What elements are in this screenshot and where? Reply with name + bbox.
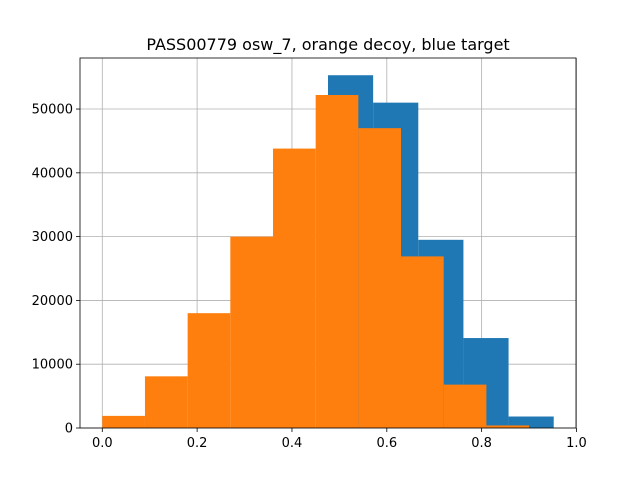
y-tick-label: 30000 xyxy=(32,230,73,245)
histogram-bar-series-2 xyxy=(315,95,359,428)
x-tick-label: 0.2 xyxy=(187,436,208,451)
histogram-bar-series-2 xyxy=(144,376,188,428)
x-tick-label: 0.4 xyxy=(282,436,303,451)
histogram-bar-series-2 xyxy=(230,236,273,428)
x-tick-label: 0.0 xyxy=(92,436,113,451)
x-axis-ticks: 0.0 0.2 0.4 0.6 0.8 1.0 xyxy=(92,428,587,451)
y-axis-ticks: 0 10000 20000 30000 40000 50000 xyxy=(32,103,80,437)
histogram-bar-series-2 xyxy=(272,148,316,428)
histogram-bar-series-2 xyxy=(187,313,231,428)
x-tick-label: 0.6 xyxy=(376,436,397,451)
y-tick-label: 20000 xyxy=(32,294,73,309)
y-tick-label: 50000 xyxy=(32,103,73,118)
plot-frame xyxy=(79,57,577,429)
x-tick-label: 0.8 xyxy=(471,436,492,451)
y-tick-label: 0 xyxy=(65,422,73,437)
histogram-bar-series-2 xyxy=(401,256,444,428)
histogram-bar-series-2 xyxy=(358,128,402,428)
histogram-bars xyxy=(102,75,554,429)
chart-title: PASS00779 osw_7, orange decoy, blue targ… xyxy=(146,35,509,55)
histogram-bar-series-2 xyxy=(102,415,145,428)
histogram-bar-series-1 xyxy=(508,416,554,428)
histogram-bar-series-2 xyxy=(443,384,487,428)
histogram-bar-series-2 xyxy=(486,425,530,428)
y-tick-label: 40000 xyxy=(32,166,73,181)
y-tick-label: 10000 xyxy=(32,358,73,373)
x-tick-label: 1.0 xyxy=(566,436,587,451)
